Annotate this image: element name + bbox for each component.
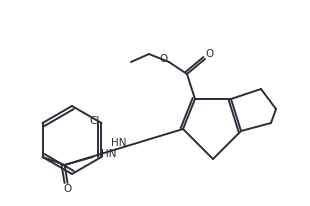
Text: O: O [64,184,72,194]
Text: O: O [160,54,168,64]
Text: O: O [206,49,214,59]
Text: HN: HN [100,149,116,159]
Text: HN: HN [111,138,126,148]
Text: Cl: Cl [89,116,100,126]
